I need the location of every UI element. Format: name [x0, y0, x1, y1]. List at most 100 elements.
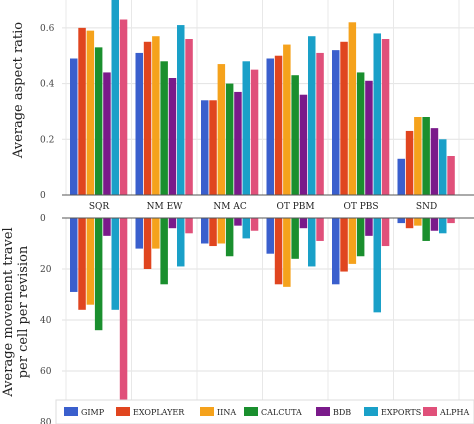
top-tick-label: 0 — [40, 191, 46, 201]
top-bar-calcuta-1 — [160, 61, 168, 196]
bottom-bar-exports-2 — [242, 218, 250, 239]
bottom-bar-bdb-5 — [430, 218, 439, 231]
top-bar-gimp-4 — [332, 50, 340, 196]
bottom-bar-calcuta-2 — [225, 218, 234, 257]
top-bar-bdb-1 — [168, 78, 177, 195]
legend-swatch-gimp — [64, 407, 78, 416]
top-bar-iina-5 — [414, 117, 422, 195]
top-bar-alpha-0 — [119, 19, 128, 195]
legend-swatch-bdb — [316, 407, 330, 416]
top-bar-gimp-5 — [397, 158, 405, 195]
bottom-bar-exports-5 — [439, 218, 447, 234]
top-bar-alpha-5 — [447, 156, 455, 195]
legend-swatch-iina — [200, 407, 214, 416]
top-tick-label: 0.2 — [40, 135, 54, 145]
bottom-bar-alpha-0 — [119, 218, 128, 402]
top-bar-exoplayer-5 — [405, 130, 414, 195]
legend-label: ALPHA — [439, 408, 469, 417]
legend-swatch-alpha — [423, 407, 437, 416]
bottom-bar-exports-1 — [177, 218, 185, 267]
bottom-bar-iina-4 — [348, 218, 357, 264]
top-bar-calcuta-3 — [291, 75, 299, 195]
bottom-bar-exports-4 — [373, 218, 381, 313]
top-bar-alpha-2 — [250, 69, 259, 195]
top-bar-exoplayer-1 — [143, 41, 152, 196]
bottom-y-axis-label-line1: Average movement travel — [1, 227, 16, 397]
top-bar-exports-4 — [373, 33, 381, 195]
top-bar-gimp-0 — [70, 58, 78, 195]
bottom-bar-calcuta-4 — [356, 218, 365, 257]
top-bar-exoplayer-3 — [274, 55, 283, 195]
legend-label: EXOPLAYER — [133, 408, 185, 417]
bottom-bar-exoplayer-3 — [274, 218, 283, 285]
top-bar-calcuta-0 — [94, 47, 103, 195]
top-bar-exoplayer-4 — [340, 41, 348, 196]
bottom-bar-gimp-2 — [201, 218, 209, 244]
bottom-bar-exoplayer-5 — [405, 218, 414, 229]
bottom-bar-iina-0 — [86, 218, 95, 305]
bottom-bar-bdb-4 — [365, 218, 373, 236]
top-bar-bdb-2 — [234, 91, 242, 195]
bottom-bar-alpha-3 — [316, 218, 324, 241]
top-bar-bdb-4 — [365, 80, 373, 195]
top-bar-alpha-3 — [316, 52, 324, 195]
top-bar-exoplayer-0 — [78, 27, 86, 195]
top-bar-iina-2 — [217, 64, 226, 195]
bottom-tick-label: 80 — [40, 418, 52, 424]
bottom-chart-bars — [70, 218, 455, 402]
legend-swatch-calcuta — [244, 407, 258, 416]
category-label: OT PBS — [344, 202, 379, 212]
top-bar-alpha-1 — [185, 39, 193, 195]
bottom-bar-exoplayer-1 — [143, 218, 152, 269]
top-bar-gimp-1 — [135, 52, 143, 195]
top-bar-gimp-2 — [201, 100, 209, 195]
chart-axes — [62, 194, 474, 219]
bottom-tick-label: 40 — [40, 316, 52, 326]
bottom-bar-bdb-0 — [103, 218, 111, 236]
legend-label: CALCUTA — [261, 408, 302, 417]
top-bar-iina-0 — [86, 30, 95, 196]
top-chart-bars — [70, 0, 455, 196]
bottom-bar-exports-3 — [308, 218, 316, 267]
category-label: NM AC — [213, 202, 246, 212]
category-label: SQR — [89, 202, 110, 212]
bottom-tick-label: 20 — [40, 265, 52, 275]
bottom-y-axis-label-line2: per cell per revision — [16, 245, 31, 378]
top-bar-exports-2 — [242, 61, 250, 196]
bottom-bar-gimp-4 — [332, 218, 340, 285]
top-bar-calcuta-5 — [422, 117, 430, 195]
bottom-bar-alpha-1 — [185, 218, 193, 234]
bottom-bar-gimp-1 — [135, 218, 143, 249]
category-label: OT PBM — [276, 202, 314, 212]
bottom-bar-iina-1 — [152, 218, 160, 249]
bottom-bar-exoplayer-0 — [78, 218, 86, 310]
bottom-bar-gimp-0 — [70, 218, 78, 292]
top-bar-exports-0 — [111, 0, 119, 195]
bottom-bar-gimp-5 — [397, 218, 405, 224]
bottom-bar-iina-3 — [283, 218, 291, 287]
bottom-bar-alpha-5 — [447, 218, 455, 224]
bottom-bar-alpha-2 — [250, 218, 259, 231]
bottom-bar-bdb-3 — [299, 218, 308, 229]
legend-label: BDB — [333, 408, 351, 417]
bottom-bar-calcuta-5 — [422, 218, 430, 241]
top-bar-bdb-5 — [430, 128, 439, 195]
top-tick-label: 0.4 — [40, 80, 55, 90]
top-bar-iina-3 — [283, 44, 291, 196]
bottom-bar-iina-5 — [414, 218, 422, 226]
bottom-bar-bdb-2 — [234, 218, 242, 226]
legend-label: GIMP — [81, 408, 105, 417]
top-y-axis-label: Average aspect ratio — [11, 22, 26, 159]
bottom-bar-exports-0 — [111, 218, 119, 310]
bottom-bar-iina-2 — [217, 218, 226, 244]
bottom-bar-bdb-1 — [168, 218, 177, 229]
legend-label: EXPORTS — [381, 408, 421, 417]
bottom-bar-gimp-3 — [266, 218, 274, 254]
top-bar-iina-1 — [152, 36, 160, 195]
top-tick-label: 0.6 — [40, 24, 55, 34]
legend-label: IINA — [217, 408, 236, 417]
bottom-tick-label: 60 — [40, 367, 52, 377]
bottom-bar-alpha-4 — [381, 218, 390, 247]
top-bar-alpha-4 — [381, 39, 390, 195]
